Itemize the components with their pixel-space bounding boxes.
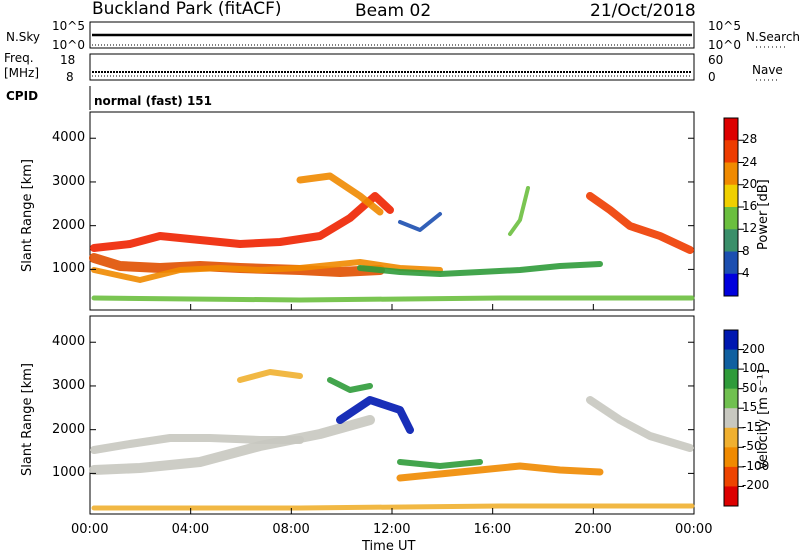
x-tick-label-3: 12:00	[373, 522, 411, 537]
beam-label: Beam 02	[355, 1, 432, 21]
freq-tick-top: 18	[60, 53, 76, 67]
velocity-ylabel: Slant Range [km]	[20, 363, 35, 476]
y-tick-label-4000: 4000	[52, 334, 86, 350]
colorbar-swatch	[724, 330, 738, 351]
colorbar-tick-label: -200	[742, 478, 770, 493]
colorbar-tick-label: 15	[742, 400, 758, 415]
x-tick-label-1: 04:00	[171, 522, 210, 537]
y-tick-label-2000: 2000	[52, 421, 86, 437]
y-tick-label-2000: 2000	[52, 217, 86, 233]
power-band-dusk	[586, 192, 694, 254]
colorbar-tick-label: 4	[742, 265, 750, 280]
nsky-panel-frame	[89, 21, 695, 49]
velocity-patch-blue	[336, 396, 414, 434]
velocity-patch-amber	[237, 369, 303, 383]
y-tick-label-4000: 4000	[52, 130, 86, 146]
y-tick-label-1000: 1000	[52, 465, 86, 481]
power-band-upper	[90, 192, 394, 252]
colorbar-tick-label: -50	[742, 439, 762, 454]
x-tick-label-4: 16:00	[473, 522, 512, 537]
colorbar-tick-label: 50	[742, 380, 758, 395]
velocity-band-orange	[396, 462, 604, 482]
velocity-patch-green	[327, 377, 373, 393]
power-patch-blue	[398, 212, 442, 232]
power-patch-green	[508, 186, 530, 236]
station-title: Buckland Park (fitACF)	[92, 0, 282, 19]
power-ylabel: Slant Range [km]	[20, 159, 35, 272]
power-patch-morning	[296, 172, 384, 216]
colorbar-swatch	[724, 140, 738, 163]
colorbar-tick-label: 8	[742, 243, 750, 258]
power-band-base	[91, 259, 443, 283]
freq-unit-label: [MHz]	[4, 66, 40, 80]
colorbar-swatch	[724, 427, 738, 448]
y-tick-label-3000: 3000	[52, 173, 86, 189]
power-band-east	[357, 261, 603, 277]
colorbar-frame	[723, 329, 739, 507]
colorbar-swatch	[724, 447, 738, 468]
freq-tick-bottom: 8	[66, 70, 74, 84]
velocity-colorbar	[723, 329, 744, 507]
colorbar-swatch	[724, 349, 738, 370]
cpid-value: normal (fast) 151	[94, 94, 212, 108]
nsky-tick-top: 10^5	[52, 19, 85, 33]
colorbar-swatch	[724, 466, 738, 487]
date-label: 21/Oct/2018	[590, 1, 696, 21]
colorbar-tick-label: -100	[742, 458, 770, 473]
nave-tick-bottom: 0	[708, 70, 716, 84]
nsearch-tick-bottom: 10^0	[708, 38, 741, 52]
nave-label: Nave	[752, 63, 783, 77]
x-axis-label: Time UT	[362, 539, 416, 554]
y-tick-label-1000: 1000	[52, 261, 86, 277]
x-tick-label-2: 08:00	[272, 522, 310, 537]
colorbar-tick-label: 28	[742, 132, 758, 147]
freq-panel-frame	[89, 53, 695, 81]
colorbar-swatch	[724, 207, 738, 230]
colorbar-swatch	[724, 388, 738, 409]
nsky-tick-bottom: 10^0	[52, 38, 85, 52]
power-colorbar	[723, 117, 744, 297]
velocity-panel-frame	[89, 315, 695, 515]
power-colorbar-label: Power [dB]	[756, 179, 771, 250]
nsearch-tick-top: 10^5	[708, 19, 741, 33]
nsearch-label: N.Search	[746, 30, 800, 44]
colorbar-swatch	[724, 118, 738, 141]
nave-tick-top: 60	[708, 53, 724, 67]
x-tick-label-0: 00:00	[71, 522, 109, 537]
x-tick-label-6: 00:00	[675, 522, 713, 537]
cpid-label: CPID	[6, 89, 39, 103]
colorbar-swatch	[724, 486, 738, 507]
colorbar-tick-label: 20	[742, 176, 758, 191]
freq-label: Freq.	[4, 51, 34, 65]
velocity-band-upper	[90, 434, 304, 454]
colorbar-swatch	[724, 251, 738, 275]
colorbar-tick-label: 16	[742, 199, 758, 213]
colorbar-tick-label: 200	[742, 341, 765, 356]
colorbar-tick-label: 12	[742, 221, 758, 236]
velocity-band-green	[397, 459, 483, 469]
colorbar-tick-label: -15	[742, 419, 762, 434]
colorbar-swatch	[724, 369, 738, 390]
nsky-label: N.Sky	[6, 30, 41, 44]
x-tick-label-5: 20:00	[574, 522, 612, 537]
colorbar-swatch	[724, 408, 738, 429]
colorbar-tick-label: 24	[742, 154, 758, 169]
colorbar-swatch	[724, 273, 738, 297]
colorbar-tick-label: 100	[742, 361, 765, 376]
power-scatter-regions	[89, 172, 695, 303]
velocity-scatter-regions	[89, 369, 695, 511]
colorbar-swatch	[724, 162, 738, 186]
power-ground-clutter	[91, 295, 695, 303]
velocity-band-main	[89, 415, 375, 475]
colorbar-swatch	[724, 229, 738, 252]
y-tick-label-3000: 3000	[52, 377, 86, 393]
velocity-band-dusk	[586, 396, 694, 452]
colorbar-swatch	[724, 184, 738, 208]
velocity-ground-clutter	[91, 503, 695, 511]
